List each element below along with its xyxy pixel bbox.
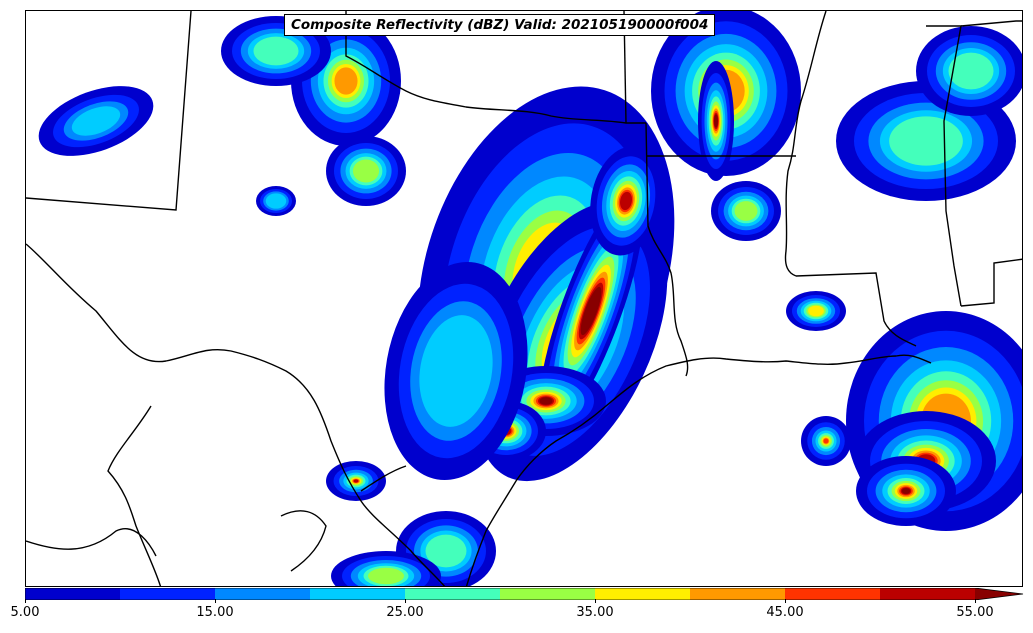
colorbar-bin-0 <box>25 588 120 600</box>
colorbar-tick-mark <box>595 599 596 603</box>
border-la-ms <box>795 272 917 347</box>
echo-cell <box>38 86 154 156</box>
border-tx-la <box>645 122 689 377</box>
border-tx-ok <box>345 11 646 124</box>
echo-cell <box>331 551 441 586</box>
echo-cell <box>256 186 296 216</box>
colorbar-bin-2 <box>215 588 310 600</box>
border-mx-states-4 <box>360 465 407 492</box>
colorbar-tick-mark <box>25 599 26 603</box>
colorbar-tick-mark <box>405 599 406 603</box>
reflectivity-echoes <box>38 11 1022 586</box>
colorbar-bin-1 <box>120 588 215 600</box>
colorbar-outline <box>25 588 1024 600</box>
border-al-ga <box>960 20 1022 27</box>
colorbar-bin-9 <box>880 588 975 600</box>
colorbar-tick-mark <box>215 599 216 603</box>
colorbar-tick-label: 25.00 <box>386 605 424 620</box>
colorbar-bin-6 <box>595 588 690 600</box>
colorbar-bin-3 <box>310 588 405 600</box>
colorbar-tick-label: 15.00 <box>196 605 234 620</box>
state-boundaries <box>26 11 1022 586</box>
colorbar-bin-8 <box>785 588 880 600</box>
border-nm-tx <box>26 11 192 211</box>
echo-cell <box>711 181 781 241</box>
echo-cell <box>384 261 528 481</box>
echo-cell <box>916 26 1022 116</box>
colorbar-bin-10 <box>975 588 1023 600</box>
colorbar-tick-label: 35.00 <box>576 605 614 620</box>
coastline-gulf <box>465 354 932 586</box>
colorbar-bin-4 <box>405 588 500 600</box>
echo-cell <box>698 61 734 181</box>
colorbar-tick-label: 5.00 <box>10 605 40 620</box>
colorbar <box>25 588 1024 600</box>
map-canvas <box>26 11 1022 586</box>
echo-cell <box>590 146 662 256</box>
reflectivity-map <box>25 10 1023 587</box>
colorbar-tick-mark <box>785 599 786 603</box>
colorbar-tick-label: 45.00 <box>766 605 804 620</box>
border-al-fl <box>960 258 1022 307</box>
colorbar-tick-label: 55.00 <box>956 605 994 620</box>
colorbar-bin-7 <box>690 588 785 600</box>
colorbar-bin-5 <box>500 588 595 600</box>
echo-cell <box>326 136 406 206</box>
border-mx-states-3 <box>280 510 327 572</box>
map-title: Composite Reflectivity (dBZ) Valid: 2021… <box>284 14 716 36</box>
border-mx-states <box>107 405 162 586</box>
echo-cell <box>856 456 956 526</box>
echo-cell <box>801 416 851 466</box>
border-mississippi <box>784 11 827 277</box>
colorbar-tick-mark <box>975 599 976 603</box>
border-mx-states-2 <box>26 528 157 557</box>
border-rio-grande <box>26 243 446 586</box>
border-ms-al <box>926 25 962 307</box>
colorbar-bins <box>25 588 1024 600</box>
echo-cell <box>786 291 846 331</box>
